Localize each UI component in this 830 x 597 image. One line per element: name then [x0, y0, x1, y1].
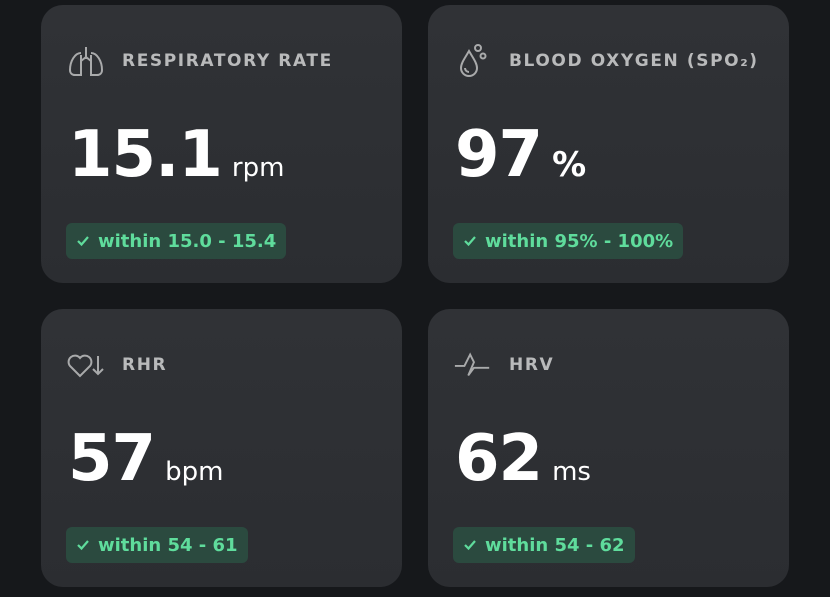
- range-text: within 15.0 - 15.4: [98, 230, 277, 252]
- check-icon: [77, 236, 89, 247]
- metric-unit: bpm: [165, 457, 224, 487]
- metric-value: 62: [455, 422, 543, 496]
- check-icon: [464, 236, 476, 247]
- lungs-icon: [66, 43, 106, 79]
- rhr-card[interactable]: RHR 57 bpm within 54 - 61: [41, 309, 402, 587]
- blood-oxygen-card[interactable]: BLOOD OXYGEN (SPO₂) 97% within 95% - 100…: [428, 5, 789, 283]
- range-badge: within 54 - 62: [453, 527, 635, 563]
- heart-down-icon: [66, 347, 106, 383]
- range-badge: within 15.0 - 15.4: [66, 223, 287, 259]
- range-badge: within 95% - 100%: [453, 223, 684, 259]
- check-icon: [77, 540, 89, 551]
- card-title: RHR: [122, 355, 168, 375]
- respiratory-rate-card[interactable]: RESPIRATORY RATE 15.1 rpm within 15.0 - 1…: [41, 5, 402, 283]
- hrv-card[interactable]: HRV 62 ms within 54 - 62: [428, 309, 789, 587]
- range-text: within 54 - 61: [98, 534, 238, 556]
- range-text: within 95% - 100%: [485, 230, 674, 252]
- droplet-icon: [453, 43, 493, 79]
- card-title: BLOOD OXYGEN (SPO₂): [509, 51, 759, 71]
- card-title: RESPIRATORY RATE: [122, 51, 333, 71]
- metric-unit: %: [552, 145, 587, 185]
- range-badge: within 54 - 61: [66, 527, 248, 563]
- metric-value: 57: [68, 422, 156, 496]
- check-icon: [464, 540, 476, 551]
- pulse-icon: [453, 347, 493, 383]
- card-title: HRV: [509, 355, 555, 375]
- metric-value: 15.1: [68, 118, 223, 192]
- range-text: within 54 - 62: [485, 534, 625, 556]
- metric-value: 97: [455, 118, 543, 192]
- metric-unit: rpm: [231, 153, 285, 183]
- metric-unit: ms: [552, 457, 591, 487]
